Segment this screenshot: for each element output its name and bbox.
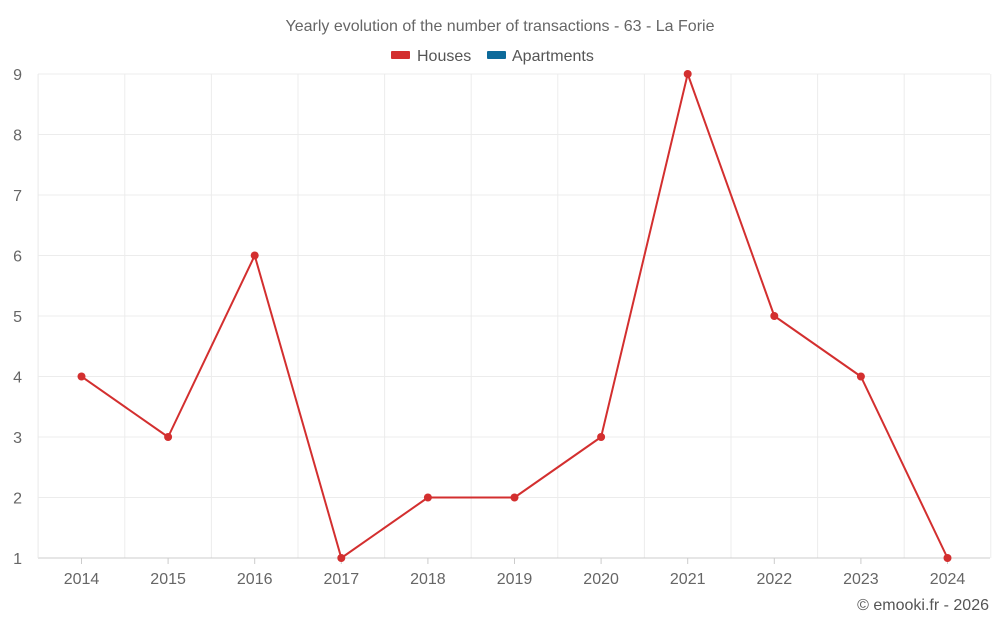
- x-tick-label: 2024: [930, 571, 966, 588]
- x-tick-label: 2017: [324, 571, 360, 588]
- y-tick-label: 9: [13, 67, 22, 84]
- y-tick-label: 2: [13, 491, 22, 508]
- x-tick-label: 2016: [237, 571, 273, 588]
- data-point-houses-2016[interactable]: [250, 251, 259, 260]
- data-point-houses-2021[interactable]: [683, 70, 692, 78]
- data-point-houses-2018[interactable]: [423, 493, 432, 502]
- x-tick-label: 2020: [583, 571, 619, 588]
- y-tick-label: 3: [13, 430, 22, 447]
- y-tick-label: 6: [13, 249, 22, 266]
- legend: Houses Apartments: [391, 48, 594, 65]
- data-point-houses-2019[interactable]: [510, 493, 519, 502]
- data-point-houses-2017[interactable]: [337, 554, 346, 562]
- axes: [37, 74, 990, 564]
- legend-item-apartments[interactable]: Apartments: [487, 48, 594, 65]
- legend-label-apartments: Apartments: [512, 48, 594, 65]
- legend-swatch-apartments: [487, 51, 506, 59]
- data-point-houses-2024[interactable]: [943, 554, 952, 562]
- x-tick-label: 2023: [843, 571, 879, 588]
- x-tick-label: 2022: [757, 571, 793, 588]
- x-tick-label: 2021: [670, 571, 706, 588]
- credit-text: © emooki.fr - 2026: [857, 597, 989, 614]
- y-tick-label: 1: [13, 551, 22, 568]
- legend-swatch-houses: [391, 51, 410, 59]
- data-point-houses-2020[interactable]: [597, 433, 606, 441]
- x-tick-label: 2019: [497, 571, 533, 588]
- x-tick-label: 2015: [150, 571, 186, 588]
- x-tick-label: 2014: [64, 571, 100, 588]
- y-tick-label: 5: [13, 309, 22, 326]
- tick-labels: 1 2 3 4 5 6 7 8 9 2014 2015 2016 2017 2018 2019 2020 202…: [13, 67, 965, 588]
- series: [77, 70, 952, 562]
- chart-title: Yearly evolution of the number of transa…: [286, 18, 715, 35]
- legend-label-houses: Houses: [417, 48, 471, 65]
- data-point-houses-2023[interactable]: [856, 372, 865, 381]
- y-tick-label: 7: [13, 188, 22, 205]
- y-tick-label: 4: [13, 370, 22, 387]
- grid: [37, 73, 992, 558]
- data-point-houses-2014[interactable]: [77, 372, 86, 381]
- legend-item-houses[interactable]: Houses: [391, 48, 471, 65]
- data-point-houses-2022[interactable]: [770, 312, 779, 320]
- data-point-houses-2015[interactable]: [164, 433, 173, 441]
- x-tick-label: 2018: [410, 571, 446, 588]
- y-tick-label: 8: [13, 128, 22, 145]
